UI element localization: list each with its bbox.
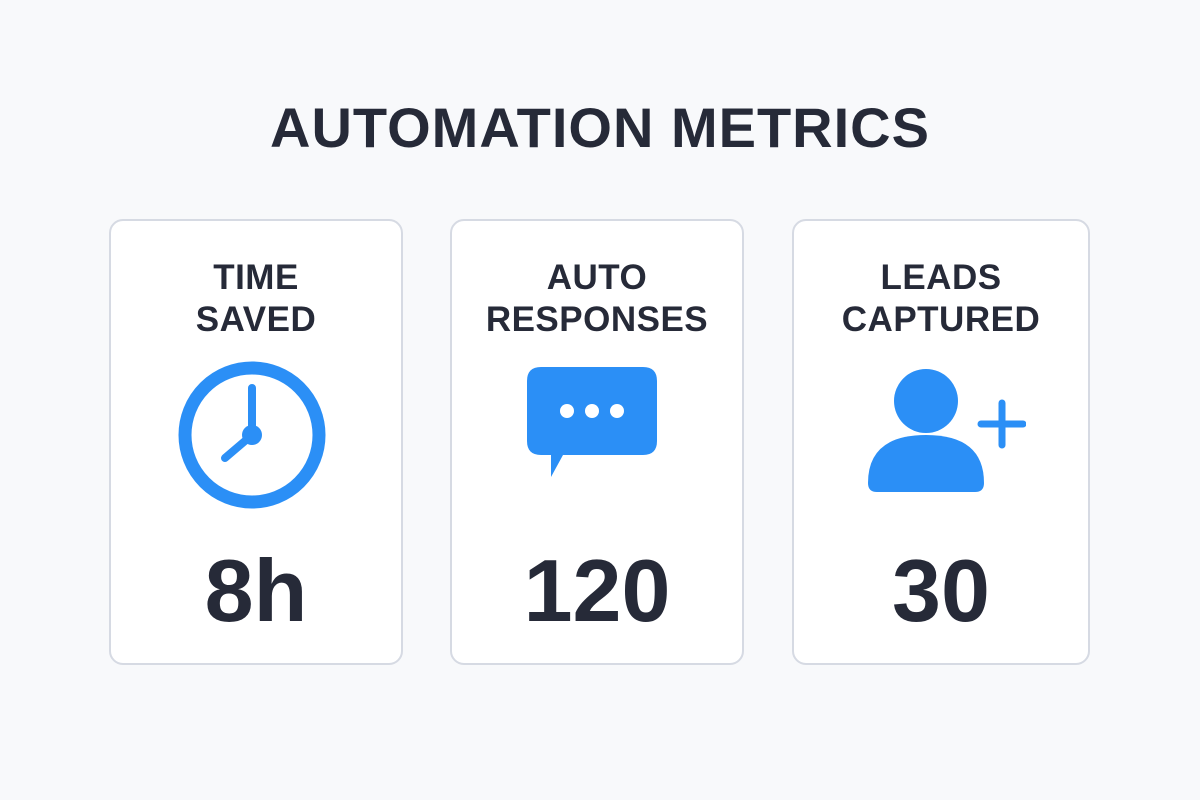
metric-label: AUTO RESPONSES xyxy=(452,257,742,341)
metric-value: 8h xyxy=(204,541,308,640)
chat-bubble-icon xyxy=(452,361,742,521)
page-title: AUTOMATION METRICS xyxy=(270,96,930,159)
metric-label-line: SAVED xyxy=(195,300,317,339)
metric-card-auto-responses: AUTO RESPONSES 120 xyxy=(450,219,744,665)
metric-card-leads-captured: LEADS CAPTURED 30 xyxy=(792,219,1090,665)
metric-value: 120 xyxy=(523,541,671,640)
metric-label: TIME SAVED xyxy=(111,257,401,341)
metric-label-line: RESPONSES xyxy=(485,300,709,339)
add-user-icon xyxy=(794,361,1088,521)
metric-label: LEADS CAPTURED xyxy=(794,257,1088,341)
metric-label-line: TIME xyxy=(213,258,299,297)
metric-label-line: LEADS xyxy=(880,258,1002,297)
metric-value: 30 xyxy=(892,541,990,640)
metric-label-line: AUTO xyxy=(546,258,648,297)
clock-icon xyxy=(111,361,401,521)
metric-label-line: CAPTURED xyxy=(841,300,1041,339)
metric-card-time-saved: TIME SAVED 8h xyxy=(109,219,403,665)
